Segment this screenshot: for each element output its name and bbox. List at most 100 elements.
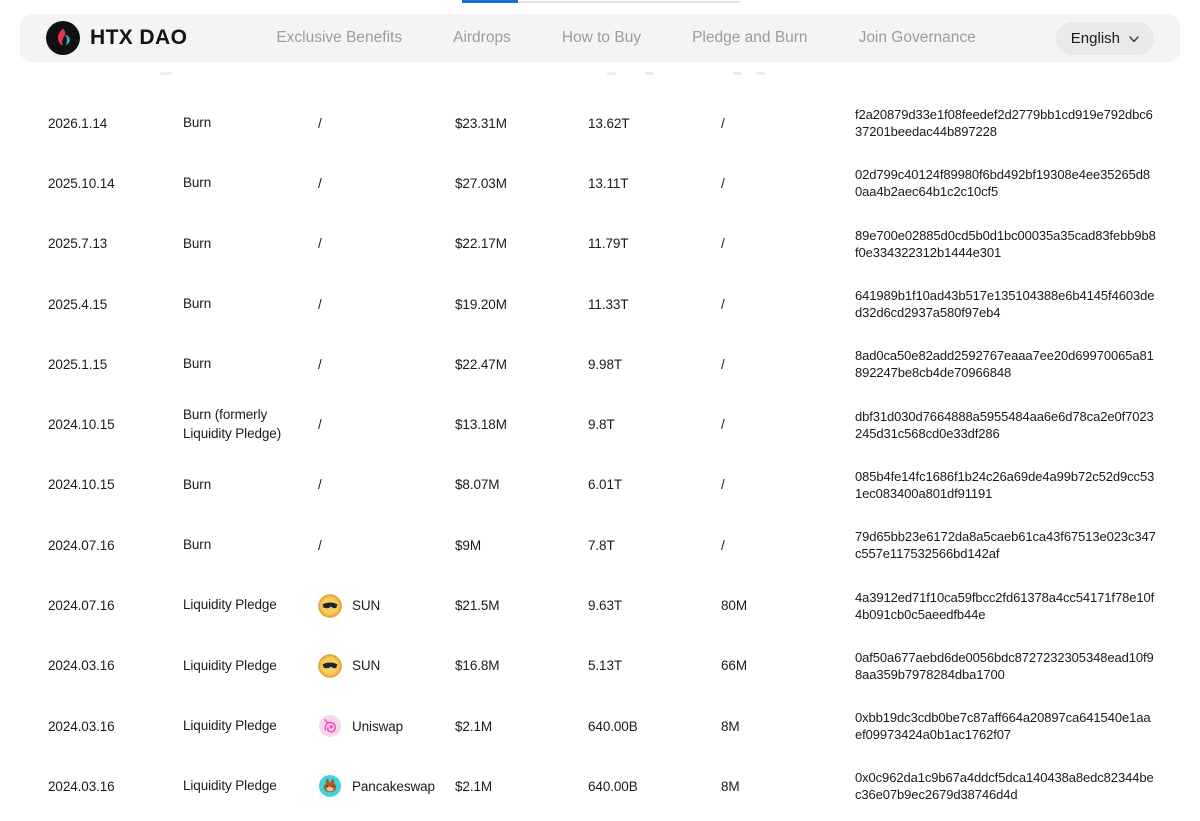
cell-type: Liquidity Pledge	[183, 717, 318, 735]
platform-label: /	[318, 175, 322, 191]
type-label: Burn	[183, 115, 212, 131]
nav-item-how-to-buy[interactable]: How to Buy	[561, 29, 642, 46]
cell-platform: /	[318, 357, 455, 372]
main-nav: Exclusive Benefits Airdrops How to Buy Pled…	[276, 29, 975, 47]
language-selector[interactable]: English	[1055, 21, 1154, 55]
table-header-remnant	[607, 72, 616, 75]
type-label: Liquidity Pledge	[183, 657, 277, 673]
cell-date: 2025.7.13	[48, 236, 108, 252]
cell-platform: /	[318, 116, 455, 131]
cell-platform: SUN	[318, 593, 455, 618]
table-row: 2024.03.16 Liquidity Pledge SUN $16.8M 5.13T…	[48, 636, 1157, 696]
type-label: Burn	[183, 356, 212, 372]
cell-type: Burn (formerly Liquidity Pledge)	[183, 406, 318, 442]
cell-tx-hash[interactable]: 085b4fe14fc1686f1b24c26a69de4a99b72c52d9…	[855, 468, 1155, 501]
cell-quantity: 13.11T	[588, 175, 629, 191]
platform-label: /	[318, 296, 322, 312]
table-row: 2024.07.16 Liquidity Pledge SUN $21.5M 9.63T…	[48, 575, 1157, 635]
brand[interactable]: HTX DAO	[46, 21, 187, 55]
cell-type: Liquidity Pledge	[183, 777, 318, 795]
cell-amount: $2.1M	[455, 778, 493, 794]
table-row: 2024.10.15 Burn / $8.07M 6.01T / 085b4fe14fc16…	[48, 455, 1157, 515]
cell-amount: $22.17M	[455, 236, 507, 252]
type-label: Burn (formerly Liquidity Pledge)	[183, 407, 282, 441]
cell-platform: /	[318, 236, 455, 251]
uniswap-icon	[319, 715, 341, 738]
cell-date: 2025.4.15	[48, 296, 108, 312]
table-header-remnant	[756, 72, 765, 75]
platform-label: /	[318, 417, 322, 433]
type-label: Burn	[183, 295, 212, 311]
cell-date: 2024.07.16	[48, 598, 115, 614]
cell-platform: Uniswap	[318, 714, 455, 738]
nav-item-airdrops[interactable]: Airdrops	[453, 29, 511, 46]
nav-item-exclusive-benefits[interactable]: Exclusive Benefits	[276, 29, 403, 46]
cell-pledged: 80M	[721, 598, 747, 614]
cell-tx-hash[interactable]: 8ad0ca50e82add2592767eaaa7ee20d69970065a…	[855, 348, 1154, 381]
cell-tx-hash[interactable]: 4a3912ed71f10ca59fbcc2fd61378a4cc54171f7…	[855, 589, 1155, 622]
cell-quantity: 6.01T	[588, 477, 623, 493]
cell-quantity: 7.8T	[588, 537, 615, 553]
cell-platform: /	[318, 297, 455, 312]
cell-platform: /	[318, 538, 455, 553]
cell-tx-hash[interactable]: 89e700e02885d0cd5b0d1bc00035a35cad83febb…	[855, 227, 1156, 260]
cell-platform: SUN	[318, 654, 455, 678]
cell-tx-hash[interactable]: 0x0c962da1c9b67a4ddcf5dca140438a8edc8234…	[855, 770, 1154, 803]
cell-type: Burn	[183, 114, 318, 132]
table-header-remnant	[645, 72, 654, 75]
table-row: 2024.03.16 Liquidity Pledge Pancakeswap $2.…	[48, 756, 1157, 816]
cell-tx-hash[interactable]: 641989b1f10ad43b517e135104388e6b4145f460…	[855, 288, 1155, 321]
cell-type: Burn	[183, 355, 318, 373]
nav-item-join-governance[interactable]: Join Governance	[858, 29, 976, 46]
platform-label: /	[318, 477, 322, 493]
cell-pledged: /	[721, 537, 725, 553]
nav-item-pledge-and-burn[interactable]: Pledge and Burn	[692, 29, 808, 46]
table-row: 2024.10.15 Burn (formerly Liquidity Pledg…	[48, 394, 1157, 454]
cell-platform: /	[318, 417, 455, 432]
cell-quantity: 11.79T	[588, 236, 629, 252]
cell-platform: /	[318, 176, 455, 191]
cell-amount: $22.47M	[455, 356, 507, 372]
cell-amount: $8.07M	[455, 477, 500, 493]
cell-quantity: 9.63T	[588, 598, 623, 614]
cell-pledged: /	[721, 115, 725, 131]
cell-pledged: /	[721, 417, 725, 433]
platform-label: /	[318, 537, 322, 553]
table-row: 2024.07.16 Burn / $9M 7.8T / 79d65bb23e6172da8…	[48, 515, 1157, 575]
pledge-burn-table: 2026.1.14 Burn / $23.31M 13.62T / f2a20879d33e…	[48, 93, 1157, 817]
cell-date: 2025.1.15	[48, 356, 108, 372]
cell-platform: /	[318, 477, 455, 492]
brand-name: HTX DAO	[90, 26, 188, 49]
platform-label: /	[318, 356, 322, 372]
cell-tx-hash[interactable]: dbf31d030d7664888a5955484aa6e6d78ca2e0f7…	[855, 408, 1154, 441]
cell-type: Burn	[183, 536, 318, 554]
cell-quantity: 9.8T	[588, 417, 615, 433]
cell-date: 2024.03.16	[48, 658, 115, 674]
cell-date: 2024.10.15	[48, 477, 115, 493]
htx-flame-logo-icon	[46, 21, 80, 55]
type-label: Liquidity Pledge	[183, 718, 277, 733]
language-label: English	[1070, 29, 1120, 47]
cell-tx-hash[interactable]: 79d65bb23e6172da8a5caeb61ca43f67513e023c…	[855, 529, 1156, 562]
cell-date: 2024.10.15	[48, 417, 115, 433]
cell-amount: $21.5M	[455, 598, 500, 614]
cell-amount: $9M	[455, 537, 481, 553]
table-row: 2025.4.15 Burn / $19.20M 11.33T / 641989b1f10a…	[48, 274, 1157, 334]
platform-label: /	[318, 236, 322, 252]
sun-icon	[318, 654, 342, 678]
cell-pledged: /	[721, 236, 725, 252]
type-label: Burn	[183, 537, 212, 553]
cell-pledged: /	[721, 296, 725, 312]
cell-tx-hash[interactable]: 0af50a677aebd6de0056bdc8727232305348ead1…	[855, 649, 1154, 682]
table-row: 2025.1.15 Burn / $22.47M 9.98T / 8ad0ca50e82ad…	[48, 334, 1157, 394]
cell-quantity: 640.00B	[588, 718, 638, 734]
cell-tx-hash[interactable]: 0xbb19dc3cdb0be7c87aff664a20897ca641540e…	[855, 710, 1151, 743]
cell-type: Burn	[183, 476, 318, 494]
cell-tx-hash[interactable]: f2a20879d33e1f08feedef2d2779bb1cd919e792…	[855, 107, 1153, 140]
cell-pledged: 8M	[721, 778, 740, 794]
type-label: Burn	[183, 175, 212, 191]
cell-date: 2024.07.16	[48, 537, 115, 553]
cell-tx-hash[interactable]: 02d799c40124f89980f6bd492bf19308e4ee3526…	[855, 167, 1151, 200]
cell-platform: Pancakeswap	[318, 774, 455, 798]
table-row: 2025.7.13 Burn / $22.17M 11.79T / 89e700e02885…	[48, 214, 1157, 274]
